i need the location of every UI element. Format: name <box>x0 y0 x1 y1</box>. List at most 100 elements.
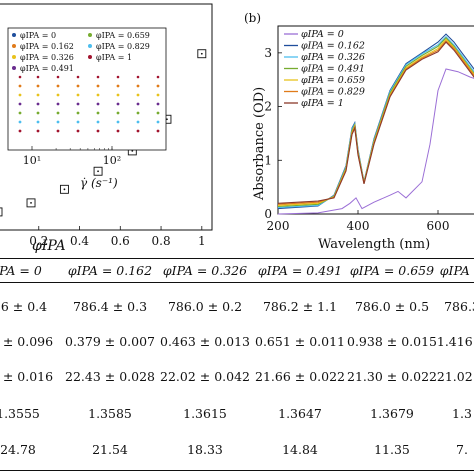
panel-b-xlabel: Wavelength (nm) <box>318 237 430 252</box>
legend-label: φIPA = 0 <box>301 29 344 40</box>
inset-dot <box>116 111 120 115</box>
table-cell: 1.3647 <box>278 406 322 421</box>
table-rule <box>0 258 474 260</box>
table-cell: 786.0 ± 0.2 <box>167 299 243 314</box>
legend-marker <box>88 33 92 37</box>
data-point-marker <box>59 184 69 194</box>
inset-dot <box>36 93 40 97</box>
inset-dot <box>96 75 100 79</box>
inset-dot <box>156 129 160 133</box>
inset-dot <box>116 120 120 124</box>
panel-b-x-tick-label: 600 <box>427 219 450 233</box>
table-cell: 1.3679 <box>370 406 414 421</box>
panel-a-xlabel: φIPA <box>32 238 66 254</box>
legend-label: φIPA = 1 <box>96 53 132 62</box>
legend-label: φIPA = 0.659 <box>301 75 365 86</box>
table-cell: 0.463 ± 0.013 <box>160 334 250 349</box>
inset-dot <box>56 102 60 106</box>
inset-dot <box>136 75 140 79</box>
inset-dot <box>76 129 80 133</box>
inset-dot <box>36 120 40 124</box>
panel-b-y-tick-label: 1 <box>264 153 272 167</box>
panel-a-points <box>0 49 207 217</box>
panel-b-frame <box>277 25 474 215</box>
panel-b-x-tick-label: 400 <box>347 219 370 233</box>
inset-dot <box>116 75 120 79</box>
panel-a-x-tick-label: 0.4 <box>70 234 89 248</box>
inset-dot <box>96 120 100 124</box>
inset-dot <box>136 111 140 115</box>
legend-marker <box>88 55 92 59</box>
data-point-marker <box>197 49 207 59</box>
inset-dot <box>156 75 160 79</box>
inset-dot <box>136 84 140 88</box>
panel-a-x-tick-label: 0.2 <box>29 234 48 248</box>
table-cell: 7. <box>456 442 468 457</box>
inset-dot <box>18 75 22 79</box>
inset-dot <box>18 129 22 133</box>
inset-dot <box>18 111 22 115</box>
inset-dot <box>76 120 80 124</box>
table-cell: 1.3615 <box>183 406 227 421</box>
legend-marker <box>12 44 16 48</box>
table-cell: 11.35 <box>374 442 410 457</box>
legend-marker <box>88 44 92 48</box>
table-cell: 21.02 ± <box>436 369 474 384</box>
series-line <box>277 68 474 215</box>
table-header-cell: φIPA = 0.326 <box>162 263 248 278</box>
panel-b-x-ticks: 200 400 600 <box>267 210 450 233</box>
table-header-cell: IPA = 0 <box>0 263 42 278</box>
data-point-center <box>131 150 134 152</box>
legend-marker <box>12 33 16 37</box>
data-point <box>197 49 207 59</box>
data-point-center <box>30 201 32 204</box>
panel-b-y-tick-label: 3 <box>264 46 272 60</box>
table-cell: 14.84 <box>282 442 318 457</box>
inset-dot <box>36 84 40 88</box>
legend-label: φIPA = 0.491 <box>301 64 365 75</box>
legend-label: φIPA = 0.491 <box>20 64 74 73</box>
inset-dot <box>76 102 80 106</box>
inset-dot <box>18 84 22 88</box>
inset-dot <box>156 93 160 97</box>
table-cell: 5.6 ± 0.4 <box>0 299 48 314</box>
inset-dot <box>96 84 100 88</box>
inset-dots <box>18 75 160 133</box>
inset-dot <box>56 120 60 124</box>
inset-dot <box>18 102 22 106</box>
inset-dot <box>156 111 160 115</box>
inset-dot <box>56 84 60 88</box>
legend-label: φIPA = 0.326 <box>20 53 74 62</box>
inset-x-tick-label: 10² <box>103 154 121 167</box>
table-cell: 22.43 ± 0.028 <box>65 369 155 384</box>
table-header-cell: φIPA = 0.491 <box>257 263 343 278</box>
inset-dot <box>96 93 100 97</box>
inset-dot <box>136 102 140 106</box>
data-point-center <box>166 118 168 121</box>
table-header-cell: φIPA = 0.162 <box>67 263 153 278</box>
inset-dot <box>156 120 160 124</box>
data-point-marker <box>0 207 3 217</box>
inset-dot <box>156 102 160 106</box>
inset-dot <box>36 102 40 106</box>
inset-dot <box>56 93 60 97</box>
panel-a-frame <box>0 3 213 231</box>
table-header-cell: φIPA = <box>439 263 474 278</box>
legend-label: φIPA = 0.659 <box>96 31 150 40</box>
table-cell: 1.3585 <box>88 406 132 421</box>
table-header-cell: φIPA = 0.659 <box>349 263 435 278</box>
panel-a-x-tick-label: 0.8 <box>152 234 171 248</box>
panel-a-x-tick-label: 1 <box>198 234 206 248</box>
table-cell: 786.0 ± 0.5 <box>354 299 430 314</box>
inset-dot <box>76 111 80 115</box>
panel-b-label: (b) <box>244 11 261 25</box>
inset-dot <box>136 93 140 97</box>
data-point-center <box>97 170 99 173</box>
inset-dot <box>76 84 80 88</box>
panel-b-ylabel: Absorbance (OD) <box>252 87 267 201</box>
panel-b-x-tick-label: 200 <box>267 219 290 233</box>
table-cell: 21.66 ± 0.022 <box>255 369 345 384</box>
